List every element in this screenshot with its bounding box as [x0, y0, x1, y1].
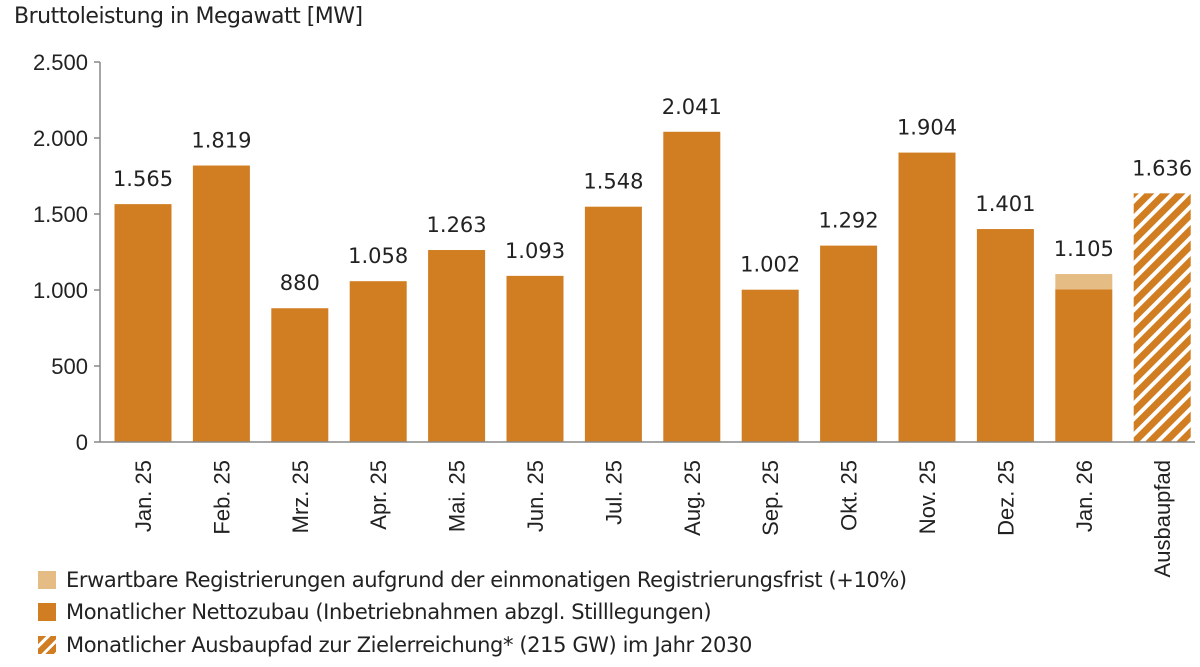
legend-item-path: Monatlicher Ausbaupfad zur Zielerreichun…	[38, 633, 752, 657]
legend-swatch-light	[38, 571, 56, 589]
bar-net	[820, 245, 878, 442]
x-tick-label: Jan. 25	[131, 460, 156, 532]
bar-net	[584, 206, 642, 442]
bar-net	[192, 165, 250, 442]
x-tick-label: Apr. 25	[366, 460, 391, 530]
x-tick-label: Sep. 25	[758, 460, 783, 536]
data-label: 1.093	[505, 239, 565, 263]
data-label: 1.263	[427, 213, 487, 237]
data-label: 1.904	[897, 116, 957, 140]
data-label: 1.565	[113, 167, 173, 191]
legend-label: Monatlicher Nettozubau (Inbetriebnahmen …	[66, 600, 712, 624]
legend-item-expected: Erwartbare Registrierungen aufgrund der …	[38, 568, 907, 592]
data-label: 1.105	[1054, 237, 1114, 261]
x-tick-label: Jan. 26	[1072, 460, 1097, 532]
bar-net	[506, 275, 564, 442]
legend-item-net: Monatlicher Nettozubau (Inbetriebnahmen …	[38, 600, 712, 624]
data-label: 880	[280, 271, 320, 295]
bar-net	[663, 131, 721, 442]
x-tick-label: Dez. 25	[993, 460, 1018, 536]
legend-label: Erwartbare Registrierungen aufgrund der …	[66, 568, 907, 592]
x-tick-label: Mai. 25	[445, 460, 470, 532]
y-tick-label: 0	[76, 430, 88, 455]
y-tick-label: 500	[51, 354, 88, 379]
x-tick-label: Okt. 25	[837, 460, 862, 531]
data-label: 2.041	[662, 95, 722, 119]
y-tick-label: 2.000	[33, 126, 88, 151]
y-tick-label: 2.500	[33, 50, 88, 75]
bar-net	[114, 204, 172, 442]
x-tick-label: Nov. 25	[915, 460, 940, 534]
bar-net	[271, 308, 329, 442]
y-tick-label: 1.500	[33, 202, 88, 227]
bar-net	[1055, 289, 1113, 442]
x-tick-label: Mrz. 25	[288, 460, 313, 533]
legend-label: Monatlicher Ausbaupfad zur Zielerreichun…	[66, 633, 752, 657]
bar-path	[1133, 193, 1191, 442]
legend-swatch-hatched	[38, 636, 56, 654]
y-tick-label: 1.000	[33, 278, 88, 303]
data-label: 1.292	[819, 209, 879, 233]
bar-net	[428, 250, 486, 442]
bar-net	[741, 289, 799, 442]
data-label: 1.002	[740, 253, 800, 277]
x-tick-label: Feb. 25	[209, 460, 234, 535]
data-label: 1.636	[1132, 156, 1192, 180]
y-axis-title: Bruttoleistung in Megawatt [MW]	[14, 4, 363, 29]
data-label: 1.819	[191, 129, 251, 153]
data-label: 1.401	[975, 192, 1035, 216]
bar-net	[976, 229, 1034, 442]
legend-swatch-solid	[38, 603, 56, 621]
bar-net	[349, 281, 407, 442]
bar-net	[898, 152, 956, 443]
x-tick-label: Jun. 25	[523, 460, 548, 532]
x-tick-label: Ausbaupfad	[1150, 460, 1175, 577]
x-tick-label: Aug. 25	[680, 460, 705, 536]
data-label: 1.058	[348, 244, 408, 268]
data-label: 1.548	[583, 170, 643, 194]
bar-expected	[1055, 274, 1113, 290]
x-tick-label: Jul. 25	[601, 460, 626, 525]
